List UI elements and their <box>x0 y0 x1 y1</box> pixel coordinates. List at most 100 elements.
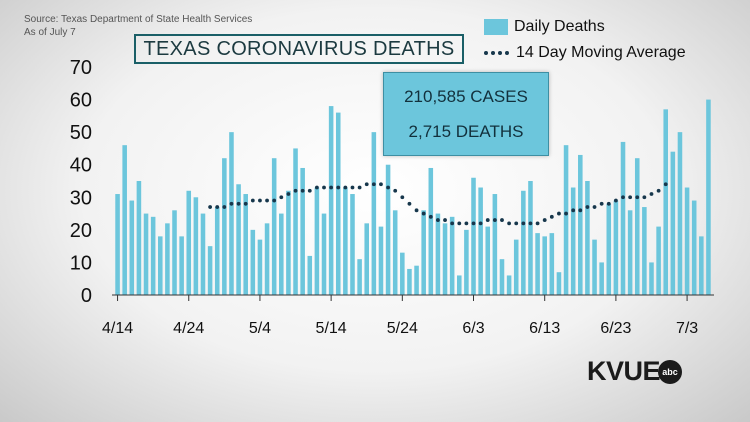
bar <box>492 194 498 295</box>
bar <box>207 246 213 295</box>
bar <box>556 272 562 295</box>
bar <box>485 226 491 295</box>
bar <box>279 213 284 295</box>
moving-average-point <box>393 188 398 193</box>
bar <box>677 132 683 295</box>
moving-average-point <box>379 182 383 187</box>
bar <box>549 233 555 295</box>
moving-average-point <box>236 201 241 206</box>
x-tick-label: 4/24 <box>173 320 204 337</box>
legend-item-daily-deaths: Daily Deaths <box>484 14 686 40</box>
x-tick-label: 5/14 <box>316 320 347 337</box>
bar <box>243 194 248 295</box>
bar <box>392 210 398 295</box>
moving-average-point <box>500 218 504 222</box>
bar <box>464 229 469 295</box>
moving-average-point <box>535 221 540 226</box>
moving-average-point <box>400 195 405 200</box>
bar <box>350 194 355 295</box>
bar <box>691 200 697 295</box>
moving-average-point <box>649 192 654 196</box>
moving-average-point <box>613 198 618 203</box>
moving-average-point <box>322 185 326 190</box>
bar <box>578 154 583 295</box>
moving-average-point <box>549 214 554 219</box>
moving-average-point <box>336 185 341 190</box>
y-tick-label: 50 <box>70 122 92 144</box>
bar <box>236 184 241 295</box>
bar <box>542 236 547 295</box>
bar <box>606 203 612 295</box>
bar <box>585 181 590 295</box>
moving-average-point <box>599 201 604 206</box>
bar <box>535 233 540 295</box>
bar <box>200 213 206 295</box>
moving-average-point <box>521 221 526 226</box>
bar <box>371 132 377 295</box>
moving-average-point <box>279 195 284 200</box>
bar <box>634 158 640 295</box>
bar <box>157 236 163 295</box>
bar <box>150 216 156 295</box>
bar <box>521 190 526 295</box>
legend-label-line: 14 Day Moving Average <box>516 44 686 61</box>
moving-average-point <box>663 182 668 187</box>
moving-average-point <box>628 195 633 200</box>
bar <box>229 132 234 295</box>
moving-average-point <box>407 201 412 206</box>
bar <box>414 265 419 295</box>
dotted-line-icon <box>484 45 510 61</box>
x-tick-label: 4/14 <box>102 320 133 337</box>
bar <box>649 262 654 295</box>
moving-average-point <box>421 211 426 216</box>
moving-average-point <box>436 218 440 222</box>
bar <box>613 200 619 295</box>
moving-average-point <box>443 218 447 222</box>
moving-average-point <box>300 188 305 193</box>
x-tick-label: 6/13 <box>529 320 560 337</box>
moving-average-point <box>229 201 234 206</box>
bar <box>222 158 227 295</box>
y-tick-label: 60 <box>70 90 92 112</box>
moving-average-point <box>293 188 298 193</box>
bar <box>642 207 647 295</box>
bar <box>193 197 199 295</box>
moving-average-point <box>343 185 348 190</box>
bar <box>357 259 362 295</box>
moving-average-point <box>357 185 362 190</box>
legend: Daily Deaths 14 Day Moving Average <box>484 14 686 66</box>
x-tick-label: 5/24 <box>387 320 418 337</box>
bar <box>499 259 505 295</box>
moving-average-point <box>215 205 220 209</box>
bar <box>684 187 690 295</box>
deaths-total: 2,715 DEATHS <box>408 121 524 141</box>
bar <box>699 236 704 295</box>
bar <box>471 177 476 295</box>
x-tick-label: 6/3 <box>462 320 484 337</box>
moving-average-point <box>250 198 255 203</box>
bar <box>122 145 127 295</box>
chart-title: TEXAS CORONAVIRUS DEATHS <box>134 34 464 64</box>
bar <box>300 167 305 295</box>
bar <box>328 106 334 295</box>
moving-average-point <box>621 195 625 200</box>
moving-average-point <box>272 198 277 203</box>
as-of-line: As of July 7 <box>24 27 76 38</box>
bar <box>528 181 533 295</box>
bar <box>478 187 483 295</box>
bar <box>513 239 519 295</box>
moving-average-point <box>258 198 262 203</box>
moving-average-point <box>265 198 269 203</box>
kvue-logo: KVUE abc <box>587 356 683 387</box>
bar <box>321 213 327 295</box>
moving-average-point <box>528 221 533 226</box>
bar <box>257 239 263 295</box>
bar <box>286 190 291 295</box>
bar <box>179 236 184 295</box>
bar <box>314 187 320 295</box>
moving-average-point <box>243 201 248 206</box>
bar <box>136 181 142 295</box>
source-note: Source: Texas Department of State Health… <box>24 13 252 39</box>
logo-text: KVUE <box>587 356 661 386</box>
moving-average-point <box>485 218 490 222</box>
